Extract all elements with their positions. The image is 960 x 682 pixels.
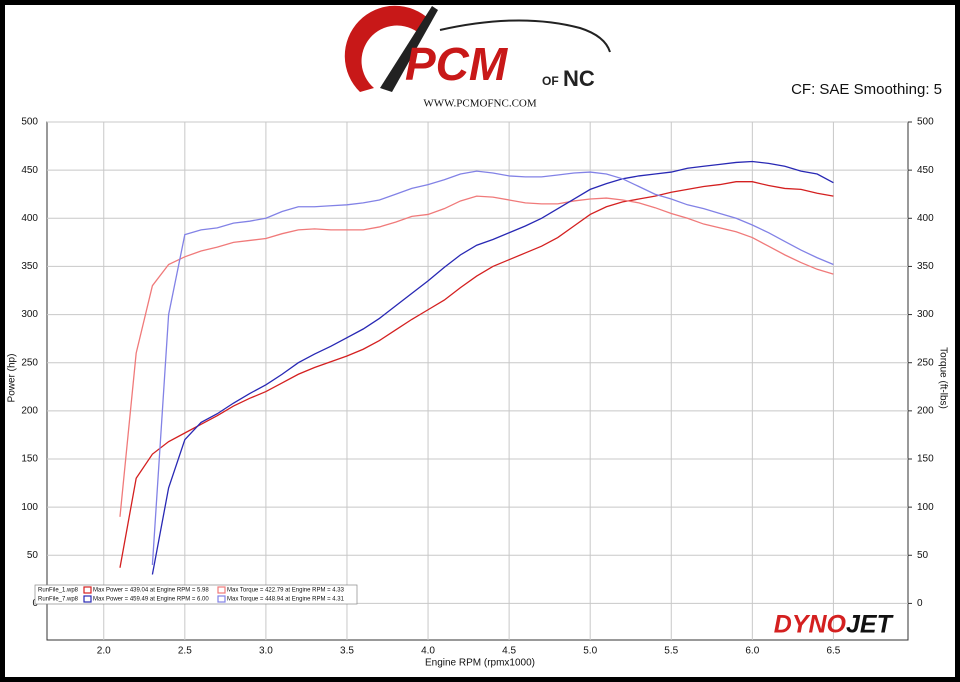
y-tick-label: 450 [21, 165, 38, 176]
legend-swatch [83, 595, 92, 603]
legend: RunFile_1.wp8 Max Power = 439.04 at Engin… [38, 586, 345, 603]
legend-swatch [83, 586, 92, 594]
logo: PCM OF NC WWW.PCMOFNC.COM [344, 5, 611, 110]
x-tick-label: 6.0 [745, 646, 759, 657]
y2-tick-label: 350 [917, 261, 934, 272]
logo-car [439, 19, 611, 53]
y2-tick-label: 400 [917, 213, 934, 224]
logo-url: WWW.PCMOFNC.COM [423, 98, 536, 110]
legend-swatch [217, 595, 226, 603]
y-tick-label: 200 [21, 405, 38, 416]
legend-file: RunFile_1.wp8 [38, 588, 79, 594]
y-tick-label: 500 [21, 117, 38, 128]
y2-tick-label: 500 [917, 117, 934, 128]
y-tick-label: 300 [21, 309, 38, 320]
logo-main: PCM [405, 38, 509, 90]
x-tick-label: 4.0 [421, 646, 435, 657]
y-tick-label: 150 [21, 454, 38, 465]
series-line [151, 160, 834, 575]
legend-entry: Max Torque = 448.94 at Engine RPM = 4.31 [227, 597, 345, 603]
x-tick-label: 5.5 [664, 646, 678, 657]
y-tick-label: 400 [21, 213, 38, 224]
y2-tick-label: 50 [917, 550, 929, 561]
y-axis-label: Power (hp) [7, 354, 18, 403]
y2-tick-label: 450 [917, 165, 934, 176]
logo-needle [380, 6, 438, 92]
legend-file: RunFile_7.wp8 [38, 597, 79, 603]
x-tick-label: 2.5 [178, 646, 192, 657]
settings-text: CF: SAE Smoothing: 5 [791, 81, 942, 98]
series-line [119, 195, 834, 517]
y-tick-label: 100 [21, 502, 38, 513]
brand-jet: JET [846, 611, 895, 639]
plot-area [46, 121, 909, 641]
y-tick-label: 350 [21, 261, 38, 272]
y2-tick-label: 250 [917, 357, 934, 368]
legend-entry: Max Power = 459.49 at Engine RPM = 6.00 [93, 597, 209, 603]
x-tick-label: 5.0 [583, 646, 597, 657]
y2-tick-label: 0 [917, 598, 923, 609]
legend-box [34, 584, 358, 605]
legend-entry: Max Power = 439.04 at Engine RPM = 5.98 [93, 588, 209, 594]
y2-tick-label: 150 [917, 454, 934, 465]
x-tick-label: 4.5 [502, 646, 516, 657]
x-axis-label: Engine RPM (rpmx1000) [425, 658, 535, 669]
series-line [119, 181, 834, 568]
brand-dyno: DYNO [774, 611, 847, 639]
x-tick-label: 6.5 [826, 646, 840, 657]
legend-entry: Max Torque = 422.79 at Engine RPM = 4.33 [227, 588, 345, 594]
x-tick-label: 3.0 [259, 646, 273, 657]
series-line [151, 170, 834, 565]
x-tick-label: 2.0 [97, 646, 111, 657]
logo-gauge [344, 5, 430, 93]
grid-layer: 0501001502002503003504004505000501001502… [21, 117, 934, 657]
y-tick-label: 250 [21, 357, 38, 368]
x-tick-label: 3.5 [340, 646, 354, 657]
legend-swatch [217, 586, 226, 594]
y-tick-label: 50 [27, 550, 39, 561]
logo-nc: NC [563, 66, 595, 91]
y2-tick-label: 200 [917, 405, 934, 416]
lines-layer [119, 160, 834, 575]
y2-tick-label: 100 [917, 502, 934, 513]
y2-tick-label: 300 [917, 309, 934, 320]
logo-of: OF [542, 74, 559, 88]
y2-axis-label: Torque (ft-lbs) [937, 347, 948, 409]
